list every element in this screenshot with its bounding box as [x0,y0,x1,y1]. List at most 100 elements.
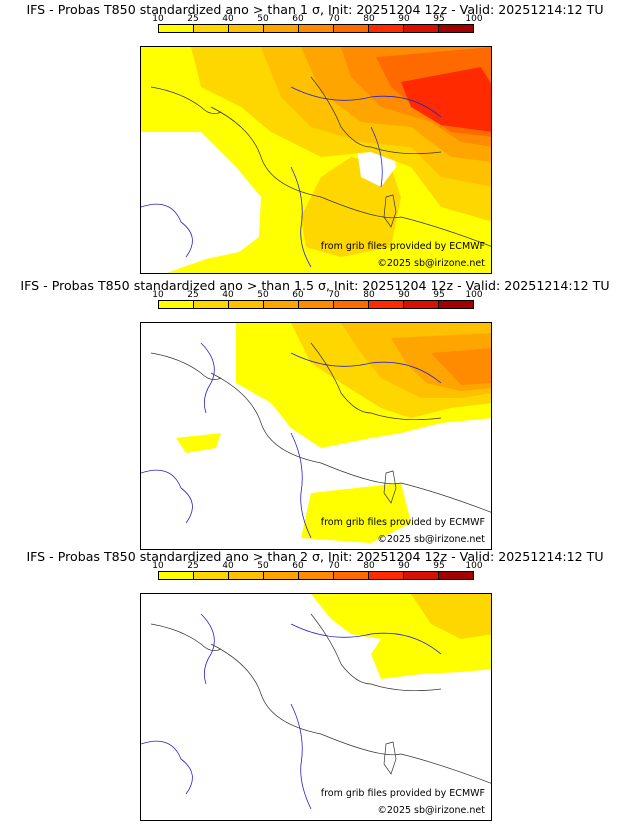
tick-label: 70 [328,290,340,300]
colorbar-swatch [404,25,439,32]
river [290,86,442,118]
prob-area-25 [411,594,491,639]
tick-label: 100 [465,561,483,571]
panel-title: IFS - Probas T850 standardized ano > tha… [26,549,604,564]
river [141,740,193,795]
colorbar-swatch [404,572,439,579]
tick-label: 80 [363,561,375,571]
colorbar-swatch [439,25,473,32]
panel-title: IFS - Probas T850 standardized ano > tha… [26,2,604,17]
colorbar-swatch [369,25,404,32]
river [370,126,383,188]
low-prob-area [196,197,231,232]
map-graphic [141,47,491,273]
colorbar-swatch [194,301,229,308]
prob-area-10 [301,483,411,543]
country-border [310,76,442,155]
tick-label: 10 [152,561,164,571]
colorbar-ticks: 10 25 40 50 60 70 80 90 95 100 [152,561,482,571]
colorbar-swatch [159,25,194,32]
country-border [310,342,442,421]
tick-label: 50 [257,290,269,300]
tick-label: 80 [363,14,375,24]
colorbar-swatch [439,572,473,579]
river [290,623,442,655]
colorbar-swatch [264,25,299,32]
probability-map: from grib files provided by ECMWF ©2025 … [140,322,492,550]
river [200,342,215,414]
tick-label: 10 [152,14,164,24]
tick-label: 60 [292,561,304,571]
colorbar [158,571,474,580]
river [141,203,193,258]
river [290,166,312,268]
tick-label: 95 [433,290,445,300]
tick-label: 90 [398,290,410,300]
tick-label: 40 [222,290,234,300]
probability-map: from grib files provided by ECMWF ©2025 … [140,46,492,274]
tick-label: 70 [328,14,340,24]
river [290,352,442,384]
copyright-credit: ©2025 sb@irizone.net [377,258,485,269]
tick-label: 25 [187,290,199,300]
tick-label: 60 [292,14,304,24]
colorbar-swatch [159,572,194,579]
island-corsica [383,470,397,504]
copyright-credit: ©2025 sb@irizone.net [377,805,485,816]
map-graphic [141,594,491,810]
colorbar-swatch [369,301,404,308]
tick-label: 25 [187,561,199,571]
country-border [210,643,491,784]
probability-map: from grib files provided by ECMWF ©2025 … [140,593,492,821]
river [141,469,193,524]
colorbar-swatch [194,572,229,579]
island-corsica [383,194,397,228]
island-corsica [383,741,397,775]
copyright-credit: ©2025 sb@irizone.net [377,534,485,545]
tick-label: 90 [398,561,410,571]
tick-label: 95 [433,561,445,571]
panel-1-sigma: IFS - Probas T850 standardized ano > tha… [0,0,630,276]
colorbar-swatch [264,572,299,579]
panel-1-5-sigma: IFS - Probas T850 standardized ano > tha… [0,276,630,552]
colorbar-swatch [229,25,264,32]
prob-area-10 [176,433,221,453]
colorbar-swatch [299,572,334,579]
colorbar [158,300,474,309]
river [290,703,312,810]
tick-label: 10 [152,290,164,300]
tick-label: 80 [363,290,375,300]
colorbar-swatch [229,301,264,308]
tick-label: 100 [465,290,483,300]
coastline [150,352,222,380]
colorbar-ticks: 10 25 40 50 60 70 80 90 95 100 [152,14,482,24]
tick-label: 40 [222,561,234,571]
prob-area-80 [401,67,491,132]
coastline [150,86,222,114]
source-credit: from grib files provided by ECMWF [320,241,485,252]
colorbar-swatch [334,572,369,579]
colorbar-swatch [404,301,439,308]
colorbar-swatch [264,301,299,308]
tick-label: 70 [328,561,340,571]
colorbar-swatch [299,301,334,308]
panel-2-sigma: IFS - Probas T850 standardized ano > tha… [0,547,630,823]
panel-title: IFS - Probas T850 standardized ano > tha… [20,278,610,293]
colorbar-swatch [334,25,369,32]
tick-label: 90 [398,14,410,24]
tick-label: 60 [292,290,304,300]
river [290,432,312,539]
coastline [150,623,222,651]
country-border [210,372,491,513]
map-graphic [141,323,491,543]
colorbar-swatch [229,572,264,579]
colorbar-swatch [299,25,334,32]
colorbar-swatch [439,301,473,308]
country-border [210,106,491,247]
country-border [310,613,442,692]
source-credit: from grib files provided by ECMWF [320,788,485,799]
prob-area-60 [431,348,491,385]
source-credit: from grib files provided by ECMWF [320,517,485,528]
tick-label: 50 [257,14,269,24]
tick-label: 50 [257,561,269,571]
